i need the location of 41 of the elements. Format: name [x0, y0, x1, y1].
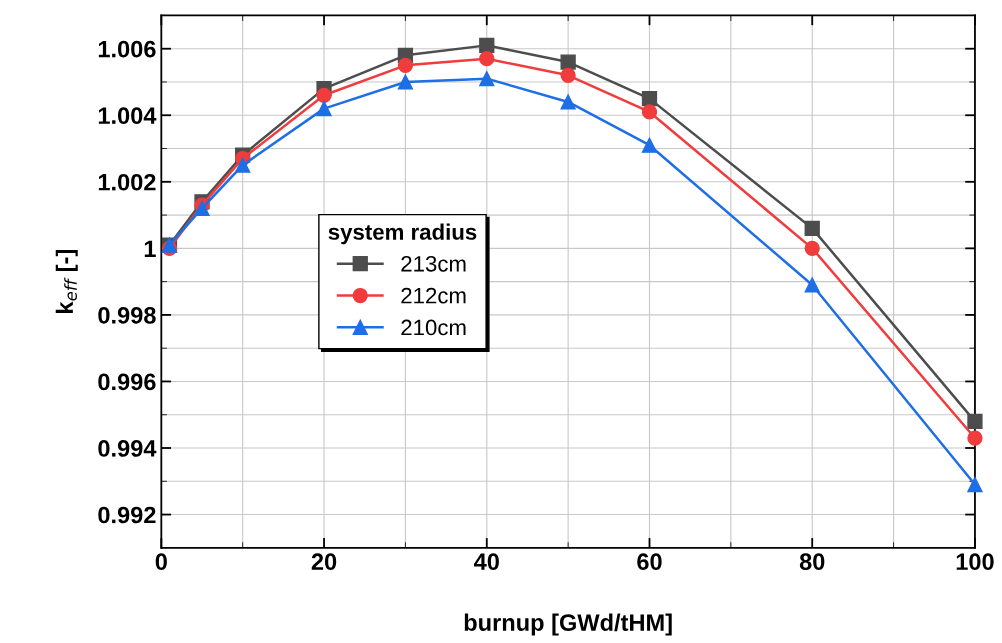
legend-label: 212cm [401, 287, 466, 304]
point [641, 90, 658, 107]
legend-label: 210cm [401, 319, 466, 336]
y-tick-label: 1.004 [98, 107, 157, 125]
x-tick-label: 60 [637, 553, 662, 571]
point [967, 476, 983, 493]
point [397, 57, 414, 73]
point [804, 277, 820, 293]
y-tick-label: 0.992 [98, 506, 156, 524]
point [804, 240, 820, 256]
point [316, 100, 332, 117]
x-tick-label: 40 [474, 553, 499, 571]
y-tick-label: 0.998 [98, 306, 156, 324]
point [641, 137, 658, 153]
y-tick-label: 1.006 [98, 40, 156, 58]
point [560, 94, 576, 110]
y-tick-label: 0.996 [98, 373, 156, 391]
x-tick-label: 80 [799, 553, 825, 571]
x-axis-title: burnup [GWd/tHM] [464, 613, 672, 636]
point [479, 71, 495, 87]
x-tick-label: 20 [311, 553, 337, 571]
x-tick-label: 0 [155, 553, 167, 571]
legend-title: system radius [328, 223, 477, 245]
y-tick-label: 0.994 [98, 440, 157, 457]
x-tick-label: 100 [956, 553, 994, 571]
legend-label: 213cm [401, 255, 466, 272]
y-tick-label: 1.002 [98, 173, 156, 191]
point [560, 54, 576, 70]
point [397, 74, 414, 90]
point [967, 430, 983, 446]
point [479, 51, 495, 67]
point [479, 37, 495, 54]
point [235, 157, 251, 173]
y-tick-label: 1 [144, 240, 156, 257]
y-axis-title: k$_{eff}$ [-] [55, 250, 78, 314]
point [804, 220, 820, 237]
point [641, 104, 658, 120]
point [194, 200, 210, 217]
point [967, 413, 983, 430]
point [316, 87, 332, 103]
point [560, 67, 576, 83]
